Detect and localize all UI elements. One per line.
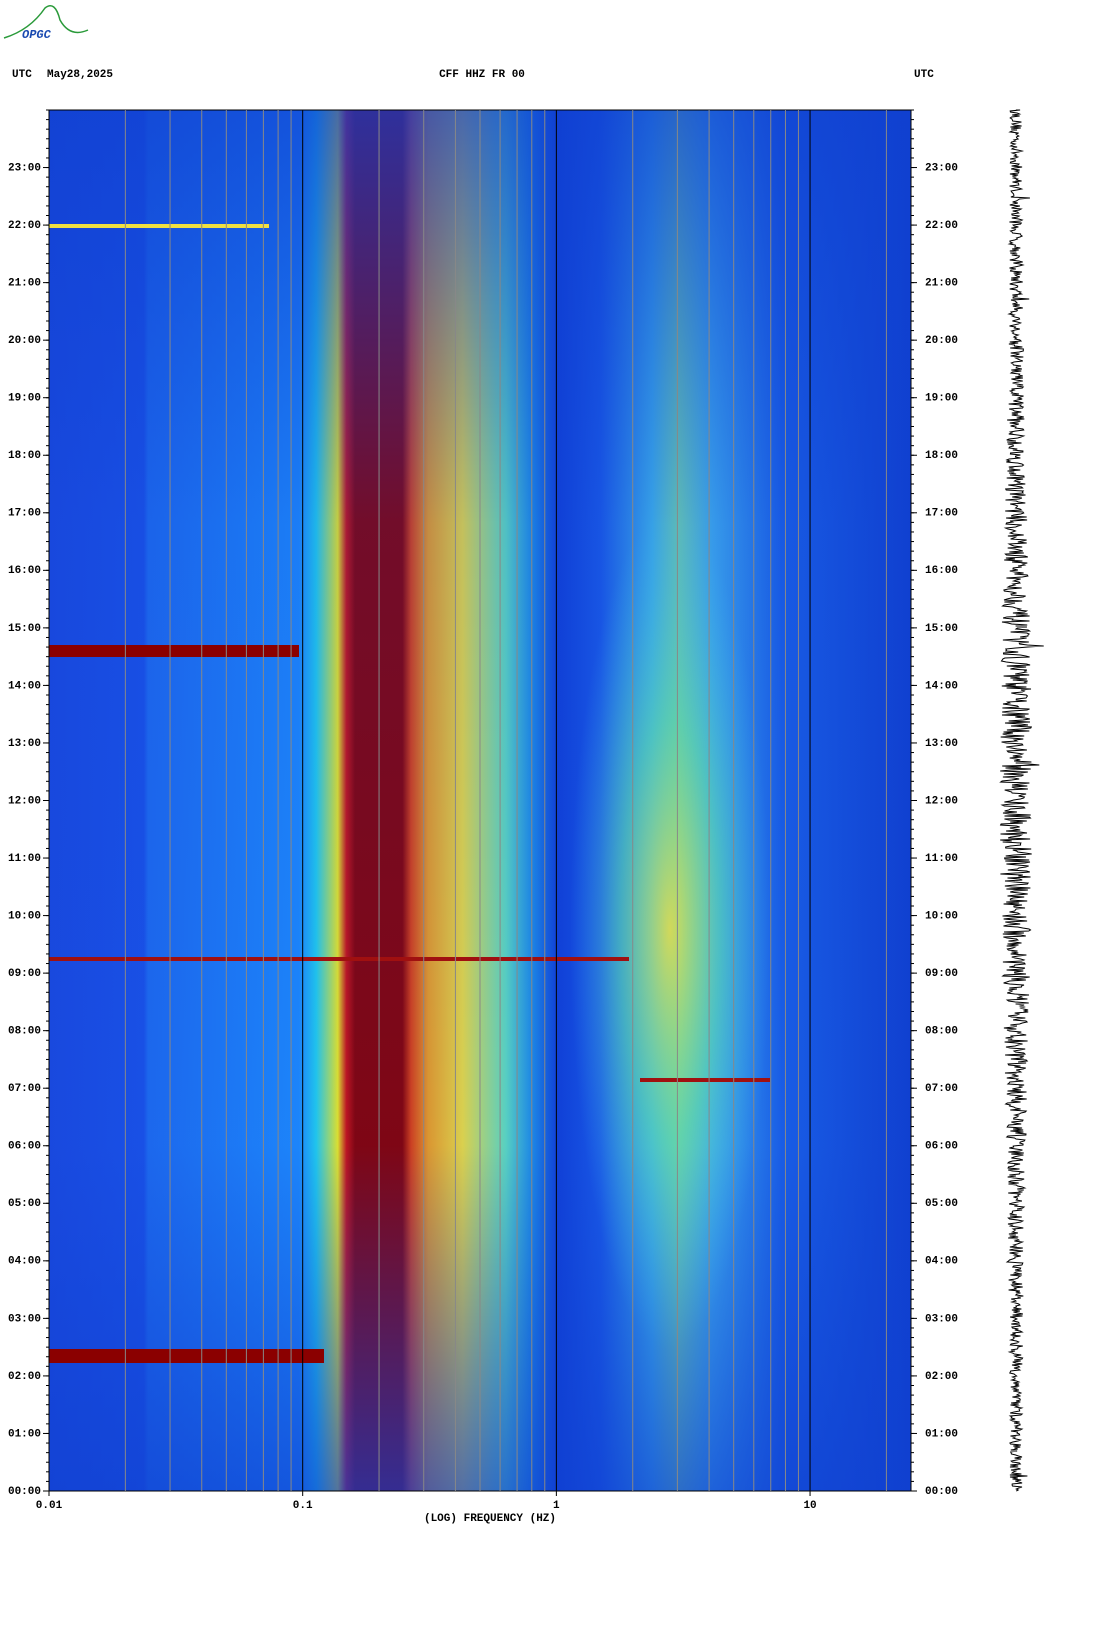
seismogram <box>999 109 1044 1492</box>
y-tick-label: 19:00 <box>8 393 41 405</box>
y-tick-label: 08:00 <box>925 1026 958 1038</box>
y-tick-label: 11:00 <box>8 853 41 865</box>
chart-title: CFF HHZ FR 00 <box>439 69 525 81</box>
y-tick-label: 00:00 <box>925 1486 958 1498</box>
date: May28,2025 <box>47 69 113 81</box>
y-tick-label: 01:00 <box>8 1428 41 1440</box>
spectrogram-streak <box>49 224 269 228</box>
spectrogram-streak <box>49 957 629 961</box>
y-tick-label: 15:00 <box>8 623 41 635</box>
y-tick-label: 05:00 <box>925 1198 958 1210</box>
y-tick-label: 03:00 <box>925 1313 958 1325</box>
logo-curve <box>3 5 89 39</box>
y-tick-label: 13:00 <box>925 738 958 750</box>
y-tick-label: 18:00 <box>8 450 41 462</box>
spectrogram-energy <box>570 510 770 1350</box>
y-tick-label: 18:00 <box>925 450 958 462</box>
y-tick-label: 17:00 <box>8 508 41 520</box>
y-tick-label: 21:00 <box>8 278 41 290</box>
y-tick-label: 16:00 <box>925 565 958 577</box>
y-tick-label: 14:00 <box>8 680 41 692</box>
y-tick-label: 10:00 <box>8 910 41 922</box>
y-tick-label: 04:00 <box>925 1256 958 1268</box>
y-tick-label: 16:00 <box>8 565 41 577</box>
x-tick-label: 1 <box>553 1500 560 1512</box>
axes: 0.01 0.1 1 10 00:00 00:00 01:00 01:00 02:00 02:00… <box>8 109 958 1512</box>
logo: OPGC <box>3 5 89 42</box>
y-tick-label: 03:00 <box>8 1313 41 1325</box>
x-tick-label: 10 <box>803 1500 816 1512</box>
y-tick-label: 09:00 <box>925 968 958 980</box>
y-tick-label: 23:00 <box>925 162 958 174</box>
y-tick-label: 14:00 <box>925 680 958 692</box>
y-tick-label: 10:00 <box>925 910 958 922</box>
y-tick-label: 23:00 <box>8 162 41 174</box>
y-tick-label: 12:00 <box>8 795 41 807</box>
x-tick-label: 0.1 <box>293 1500 313 1512</box>
y-tick-label: 05:00 <box>8 1198 41 1210</box>
spectrogram-streak <box>640 1078 770 1082</box>
y-tick-label: 20:00 <box>925 335 958 347</box>
y-tick-label: 06:00 <box>925 1141 958 1153</box>
y-tick-label: 15:00 <box>925 623 958 635</box>
logo-text: OPGC <box>22 28 52 42</box>
x-tick-label: 0.01 <box>36 1500 63 1512</box>
y-tick-label: 20:00 <box>8 335 41 347</box>
y-tick-label: 09:00 <box>8 968 41 980</box>
x-axis-title: (LOG) FREQUENCY (HZ) <box>424 1513 556 1525</box>
y-tick-label: 19:00 <box>925 393 958 405</box>
y-tick-label: 06:00 <box>8 1141 41 1153</box>
y-tick-label: 11:00 <box>925 853 958 865</box>
y-tick-label: 07:00 <box>925 1083 958 1095</box>
left-utc: UTC <box>12 69 32 81</box>
y-tick-label: 00:00 <box>8 1486 41 1498</box>
y-tick-label: 13:00 <box>8 738 41 750</box>
y-tick-label: 01:00 <box>925 1428 958 1440</box>
y-tick-label: 21:00 <box>925 278 958 290</box>
y-tick-label: 04:00 <box>8 1256 41 1268</box>
spectrogram-streak <box>49 1349 324 1363</box>
y-tick-label: 02:00 <box>925 1371 958 1383</box>
spectrogram-streak <box>49 645 299 657</box>
y-tick-label: 17:00 <box>925 508 958 520</box>
y-tick-label: 07:00 <box>8 1083 41 1095</box>
y-tick-label: 12:00 <box>925 795 958 807</box>
y-tick-label: 02:00 <box>8 1371 41 1383</box>
y-tick-label: 22:00 <box>925 220 958 232</box>
y-tick-label: 08:00 <box>8 1026 41 1038</box>
y-tick-label: 22:00 <box>8 220 41 232</box>
right-utc: UTC <box>914 69 934 81</box>
